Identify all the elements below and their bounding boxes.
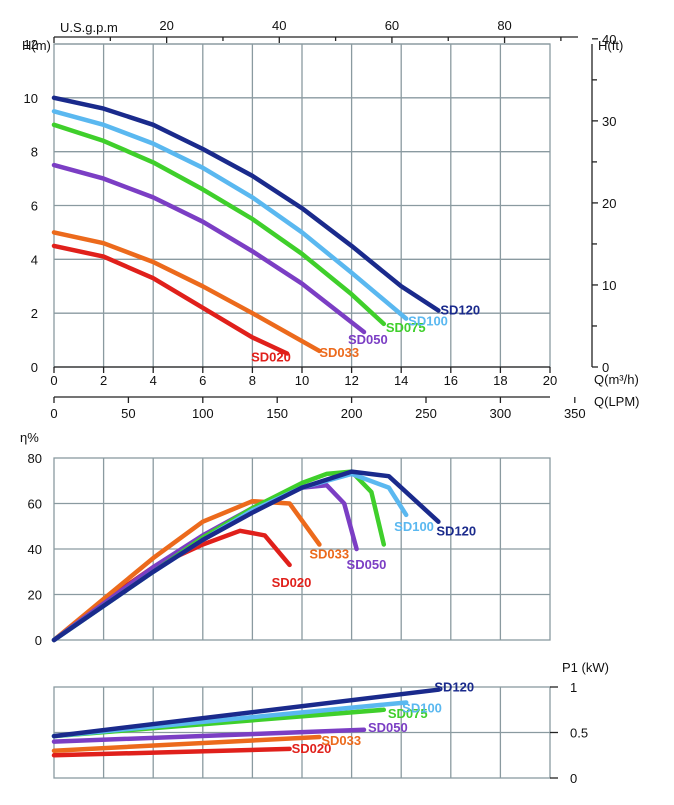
- qm3h-axis-label: Q(m³/h): [594, 372, 639, 387]
- efficiency-curve-label-sd100: SD100: [394, 519, 434, 534]
- head-curve-sd050: [51, 162, 367, 335]
- head-y-tick-label: 0: [31, 360, 38, 375]
- qlpm-tick-label: 300: [490, 406, 512, 421]
- efficiency-curve-sd033: [51, 498, 322, 643]
- usgpm-ticks: 20 40 60 80: [53, 18, 562, 43]
- head-curve-sd100: [51, 109, 409, 321]
- qlpm-tick-label: 200: [341, 406, 363, 421]
- power-y-ticks: 00.51: [550, 680, 588, 786]
- power-curve-sd020: [51, 746, 292, 758]
- head-curve-label-sd020: SD020: [251, 350, 291, 365]
- efficiency-curve-label-sd020: SD020: [272, 575, 312, 590]
- head-grid: [54, 43, 550, 367]
- usgpm-axis-label: U.S.g.p.m: [60, 20, 118, 35]
- power-curve-sd120: [51, 687, 441, 739]
- head-y-tick-label: 6: [31, 199, 38, 214]
- qm3h-tick-label: 10: [295, 373, 309, 388]
- efficiency-grid: [54, 458, 550, 640]
- efficiency-curve-label-sd033: SD033: [309, 546, 349, 561]
- head-y-tick-label: 8: [31, 145, 38, 160]
- efficiency-y-tick-label: 40: [28, 542, 42, 557]
- head-curve-label-sd050: SD050: [348, 332, 388, 347]
- hft-axis-label: H(ft): [598, 38, 623, 53]
- qlpm-ticks: 0 50 100 150 200 250 300 350: [50, 397, 586, 421]
- power-curve-sd033: [51, 734, 322, 753]
- hft-tick-label: 20: [602, 196, 616, 211]
- qm3h-tick-label: 4: [150, 373, 157, 388]
- head-curve-sd075: [51, 122, 387, 327]
- hft-tick-label: 0: [602, 360, 609, 375]
- power-y-axis-label: P1 (kW): [562, 660, 609, 675]
- usgpm-tick-label: 80: [497, 18, 511, 33]
- qlpm-tick-label: 350: [564, 406, 586, 421]
- qm3h-tick-label: 6: [199, 373, 206, 388]
- qm3h-tick-label: 8: [249, 373, 256, 388]
- efficiency-y-tick-label: 80: [28, 451, 42, 466]
- efficiency-curve-sd050: [51, 483, 359, 643]
- power-curve-label-sd033: SD033: [321, 733, 361, 748]
- power-y-tick-label: 0.5: [570, 726, 588, 741]
- qm3h-tick-label: 12: [344, 373, 358, 388]
- power-curve-label-sd020: SD020: [292, 741, 332, 756]
- qm3h-tick-label: 16: [444, 373, 458, 388]
- power-curve-label-sd075: SD075: [388, 706, 428, 721]
- efficiency-y-tick-label: 20: [28, 588, 42, 603]
- qm3h-tick-label: 14: [394, 373, 408, 388]
- head-curve-label-sd075: SD075: [386, 320, 426, 335]
- efficiency-curve-sd120: [51, 469, 441, 643]
- qlpm-tick-label: 150: [266, 406, 288, 421]
- power-curve-label-sd120: SD120: [434, 680, 474, 695]
- head-y-ticks: 0 2 4 6 8 10 12: [24, 37, 38, 375]
- hft-ticks: 0 10 20 30 40: [592, 32, 616, 375]
- power-curve-label-sd100: SD100: [402, 700, 442, 715]
- head-curve-sd020: [51, 243, 290, 356]
- power-y-tick-label: 0: [570, 771, 577, 786]
- head-y-tick-label: 12: [24, 37, 38, 52]
- qlpm-tick-label: 0: [50, 406, 57, 421]
- qm3h-ticks: 0 2 4 6 8 10 12 14 16 18 20: [50, 367, 557, 388]
- qlpm-tick-label: 50: [121, 406, 135, 421]
- hft-tick-label: 10: [602, 278, 616, 293]
- qm3h-tick-label: 18: [493, 373, 507, 388]
- head-y-tick-label: 2: [31, 306, 38, 321]
- efficiency-y-axis-label: η%: [20, 430, 39, 445]
- qm3h-tick-label: 0: [50, 373, 57, 388]
- efficiency-curve-label-sd120: SD120: [436, 524, 476, 539]
- qlpm-axis-label: Q(LPM): [594, 394, 640, 409]
- qm3h-tick-label: 20: [543, 373, 557, 388]
- efficiency-y-ticks: 0 20 40 60 80: [28, 451, 42, 648]
- usgpm-tick-label: 40: [272, 18, 286, 33]
- usgpm-tick-label: 20: [159, 18, 173, 33]
- head-curve-label-sd033: SD033: [319, 345, 359, 360]
- head-curve-label-sd100: SD100: [408, 314, 448, 329]
- qlpm-tick-label: 250: [415, 406, 437, 421]
- power-curve-sd050: [51, 727, 367, 744]
- head-y-tick-label: 10: [24, 91, 38, 106]
- qm3h-tick-label: 2: [100, 373, 107, 388]
- head-curve-sd120: [51, 95, 441, 313]
- head-curve-label-sd120: SD120: [440, 302, 480, 317]
- efficiency-plot-frame: [53, 457, 551, 641]
- usgpm-tick-label: 60: [385, 18, 399, 33]
- head-y-axis-label: H(m): [22, 38, 51, 53]
- efficiency-curve-label-sd050: SD050: [347, 557, 387, 572]
- power-y-tick-label: 1: [570, 680, 577, 695]
- efficiency-y-tick-label: 60: [28, 497, 42, 512]
- efficiency-y-tick-label: 0: [35, 633, 42, 648]
- power-curve-label-sd050: SD050: [368, 720, 408, 735]
- head-y-tick-label: 4: [31, 252, 38, 267]
- head-curve-sd033: [51, 230, 322, 354]
- qlpm-tick-label: 100: [192, 406, 214, 421]
- hft-tick-label: 40: [602, 32, 616, 47]
- hft-tick-label: 30: [602, 114, 616, 129]
